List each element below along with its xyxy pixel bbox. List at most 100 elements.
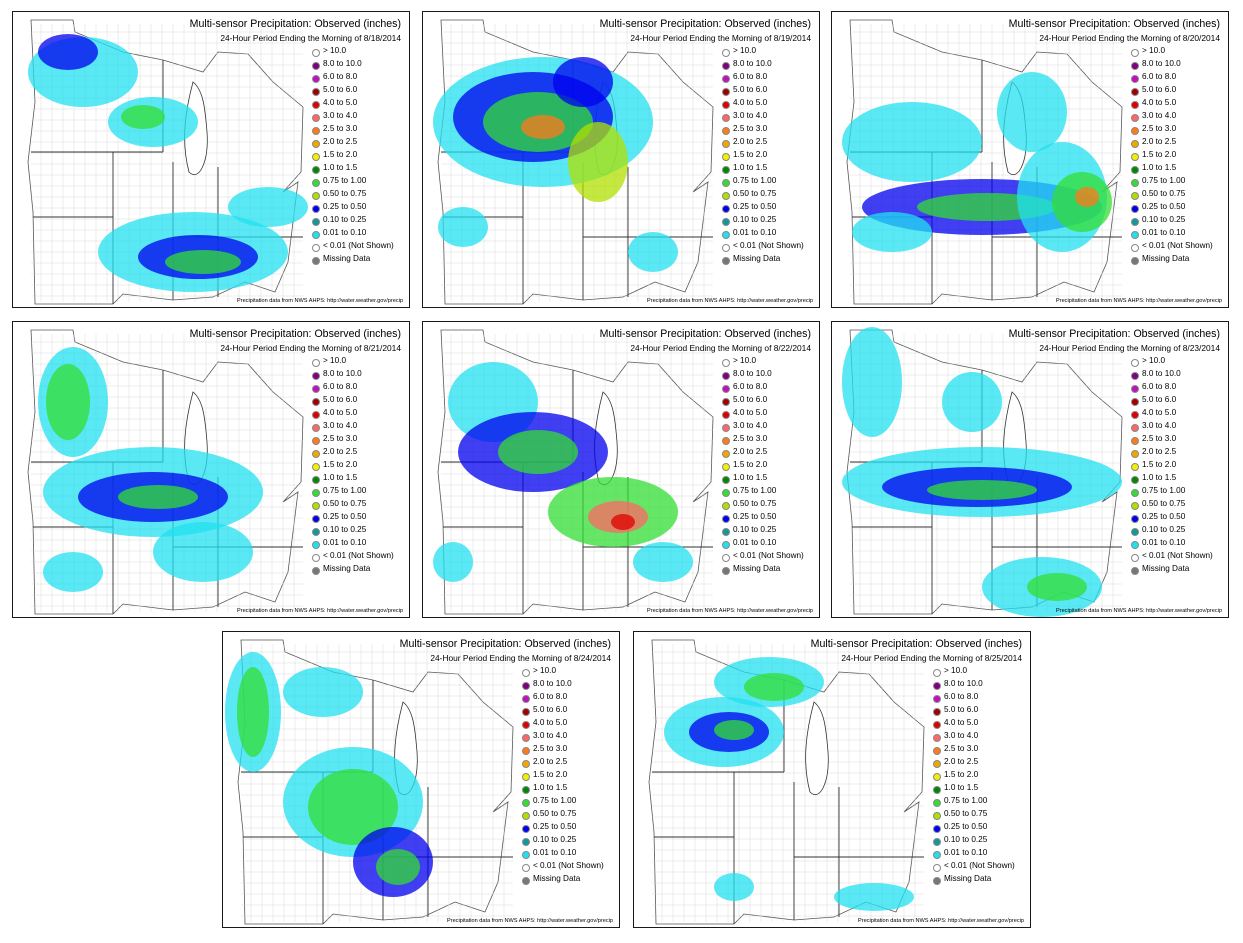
legend-label: 1.0 to 1.5 <box>944 783 979 792</box>
legend-label: 0.50 to 0.75 <box>733 189 777 198</box>
legend-label: 0.01 to 0.10 <box>733 228 777 237</box>
legend-swatch <box>722 101 730 109</box>
data-credit: Precipitation data from NWS AHPS: http:/… <box>236 298 403 304</box>
legend-label: < 0.01 (Not Shown) <box>733 241 804 250</box>
legend-label: 2.0 to 2.5 <box>733 137 768 146</box>
precip-area <box>43 552 103 592</box>
precip-area <box>714 720 754 740</box>
legend-label: Missing Data <box>733 254 781 263</box>
region-map <box>842 327 1123 617</box>
legend-swatch <box>1131 528 1139 536</box>
legend-swatch <box>312 231 320 239</box>
legend-swatch <box>312 75 320 83</box>
region-map <box>27 19 308 305</box>
legend-swatch <box>1131 153 1139 161</box>
legend-label: 4.0 to 5.0 <box>944 718 979 727</box>
legend-swatch <box>722 476 730 484</box>
map-subtitle: 24-Hour Period Ending the Morning of 8/1… <box>630 33 811 43</box>
legend-swatch <box>933 786 941 794</box>
legend-swatch <box>312 140 320 148</box>
legend-label: 4.0 to 5.0 <box>733 98 768 107</box>
legend-label: 8.0 to 10.0 <box>1142 369 1181 378</box>
legend-swatch <box>312 257 320 265</box>
legend-swatch <box>522 695 530 703</box>
legend-label: 2.0 to 2.5 <box>944 757 979 766</box>
precip-area <box>633 542 693 582</box>
precip-area <box>842 102 982 182</box>
legend-swatch <box>312 502 320 510</box>
legend-swatch <box>722 88 730 96</box>
legend-swatch <box>312 166 320 174</box>
region-map <box>225 639 514 925</box>
precip-area <box>283 667 363 717</box>
legend-label: 0.75 to 1.00 <box>733 176 777 185</box>
precip-area <box>228 187 308 227</box>
legend-label: < 0.01 (Not Shown) <box>533 861 604 870</box>
legend-swatch <box>1131 127 1139 135</box>
legend-label: 5.0 to 6.0 <box>733 85 768 94</box>
precip-area <box>834 883 914 911</box>
legend-swatch <box>722 541 730 549</box>
legend-swatch <box>1131 114 1139 122</box>
legend-label: 1.0 to 1.5 <box>733 163 768 172</box>
legend-label: < 0.01 (Not Shown) <box>733 551 804 560</box>
legend-swatch <box>522 838 530 846</box>
legend-swatch <box>1131 88 1139 96</box>
precip-area <box>1027 573 1087 601</box>
legend-swatch <box>933 747 941 755</box>
map-title: Multi-sensor Precipitation: Observed (in… <box>189 18 401 30</box>
legend-swatch <box>722 424 730 432</box>
legend-swatch <box>933 695 941 703</box>
region-map <box>648 639 925 925</box>
legend-swatch <box>722 192 730 200</box>
legend-swatch <box>312 541 320 549</box>
legend-label: Missing Data <box>533 874 581 883</box>
precip-area <box>553 57 613 107</box>
legend-label: 3.0 to 4.0 <box>1142 111 1177 120</box>
legend-swatch <box>1131 398 1139 406</box>
legend-label: 0.10 to 0.25 <box>533 835 577 844</box>
legend-swatch <box>1131 166 1139 174</box>
legend-label: 1.5 to 2.0 <box>323 460 358 469</box>
legend-label: 0.50 to 0.75 <box>323 189 367 198</box>
legend-swatch <box>1131 62 1139 70</box>
legend-label: 4.0 to 5.0 <box>533 718 568 727</box>
legend-label: 0.50 to 0.75 <box>533 809 577 818</box>
precip-area <box>927 480 1037 500</box>
legend-label: > 10.0 <box>733 356 756 365</box>
legend-swatch <box>722 49 730 57</box>
legend-label: 0.25 to 0.50 <box>1142 512 1186 521</box>
legend-label: 2.5 to 3.0 <box>533 744 568 753</box>
legend-label: 0.50 to 0.75 <box>944 809 988 818</box>
precip-area <box>38 34 98 70</box>
precip-map-panel: Multi-sensor Precipitation: Observed (in… <box>831 11 1229 308</box>
data-credit: Precipitation data from NWS AHPS: http:/… <box>1055 608 1222 614</box>
precip-area <box>438 207 488 247</box>
legend-label: 4.0 to 5.0 <box>323 408 358 417</box>
region-map <box>433 329 714 615</box>
legend-swatch <box>722 257 730 265</box>
legend-swatch <box>1131 75 1139 83</box>
precip-map-panel: Multi-sensor Precipitation: Observed (in… <box>422 321 820 618</box>
data-credit: Precipitation data from NWS AHPS: http:/… <box>857 918 1024 924</box>
legend-label: 3.0 to 4.0 <box>733 111 768 120</box>
legend-swatch <box>1131 411 1139 419</box>
legend-swatch <box>1131 502 1139 510</box>
legend-swatch <box>312 567 320 575</box>
legend-label: 8.0 to 10.0 <box>944 679 983 688</box>
legend-swatch <box>312 515 320 523</box>
legend-swatch <box>312 244 320 252</box>
legend-swatch <box>312 218 320 226</box>
data-credit: Precipitation data from NWS AHPS: http:/… <box>446 918 613 924</box>
legend-swatch <box>933 669 941 677</box>
region-map <box>27 329 304 615</box>
legend-swatch <box>722 502 730 510</box>
legend-swatch <box>1131 205 1139 213</box>
legend-label: 0.10 to 0.25 <box>944 835 988 844</box>
legend-swatch <box>312 127 320 135</box>
legend-label: 2.5 to 3.0 <box>733 434 768 443</box>
map-title: Multi-sensor Precipitation: Observed (in… <box>599 328 811 340</box>
legend-label: 4.0 to 5.0 <box>323 98 358 107</box>
legend-swatch <box>522 760 530 768</box>
legend-label: Missing Data <box>733 564 781 573</box>
